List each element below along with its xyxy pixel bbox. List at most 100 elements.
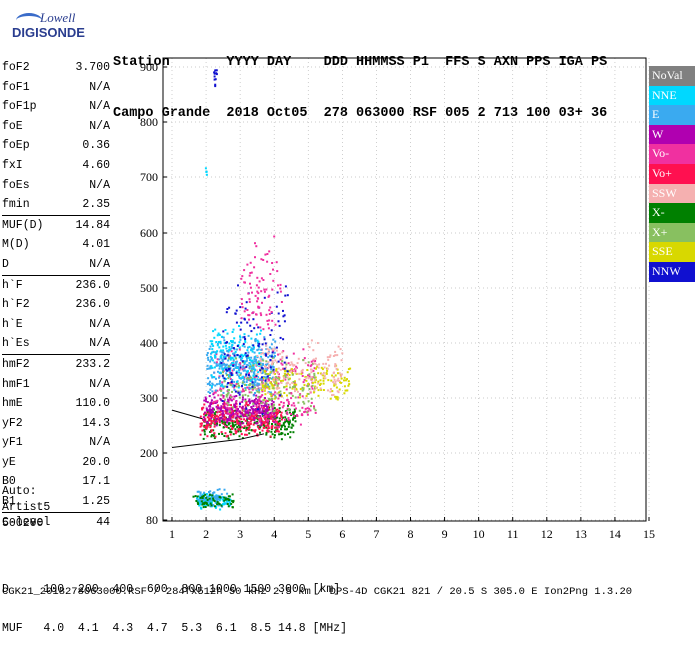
echo-point	[210, 430, 213, 433]
echo-point	[289, 436, 292, 439]
echo-point	[282, 315, 285, 318]
echo-point	[264, 408, 267, 411]
echo-point	[217, 502, 220, 505]
echo-point	[232, 424, 235, 427]
echo-point	[295, 365, 298, 368]
echo-point	[230, 419, 233, 422]
echo-point	[251, 399, 254, 402]
x-tick-label: 11	[507, 527, 519, 541]
echo-point	[232, 433, 235, 436]
echo-point	[236, 426, 239, 428]
echo-point	[195, 500, 198, 502]
echo-point	[203, 433, 206, 436]
echo-point	[245, 426, 248, 429]
echo-point	[209, 403, 212, 406]
echo-point	[220, 406, 223, 409]
echo-point	[210, 408, 212, 411]
echo-point	[209, 380, 211, 383]
echo-point	[255, 362, 258, 365]
x-tick-label: 10	[473, 527, 485, 541]
echo-point	[217, 370, 219, 373]
echo-point	[232, 368, 235, 371]
echo-point	[233, 395, 236, 398]
echo-point	[254, 360, 257, 363]
echo-point	[267, 419, 270, 422]
echo-point	[278, 391, 280, 394]
echo-point	[261, 401, 264, 404]
echo-point	[205, 496, 208, 499]
echo-point	[246, 357, 248, 360]
echo-point	[225, 363, 228, 366]
echo-point	[234, 402, 237, 405]
echo-point	[311, 387, 314, 390]
echo-point	[239, 412, 242, 415]
echo-point	[249, 400, 252, 403]
echo-point	[309, 405, 312, 408]
echo-point	[283, 361, 286, 364]
echo-point	[280, 381, 283, 384]
echo-point	[228, 412, 231, 415]
echo-point	[215, 389, 217, 392]
echo-point	[198, 499, 201, 502]
echo-point	[276, 427, 279, 430]
echo-point	[242, 343, 245, 346]
echo-point	[243, 425, 246, 428]
echo-point	[269, 393, 272, 395]
echo-point	[290, 404, 293, 407]
echo-point	[303, 378, 306, 381]
echo-point	[294, 370, 297, 373]
echo-point	[278, 387, 281, 390]
echo-point	[269, 334, 272, 336]
echo-point	[234, 390, 237, 393]
echo-point	[264, 420, 267, 423]
echo-point	[277, 382, 280, 385]
echo-point	[252, 374, 255, 377]
echo-point	[332, 376, 335, 379]
echo-point	[271, 399, 273, 402]
echo-point	[255, 394, 258, 397]
echo-point	[335, 367, 338, 370]
echo-point	[275, 429, 277, 432]
echo-point	[213, 71, 216, 74]
echo-point	[266, 400, 269, 402]
echo-point	[258, 420, 261, 423]
echo-point	[235, 321, 238, 324]
echo-point	[206, 421, 209, 424]
echo-point	[240, 353, 243, 356]
echo-point	[264, 372, 267, 375]
echo-point	[254, 369, 257, 372]
echo-point	[227, 391, 230, 394]
echo-point	[258, 352, 261, 355]
echo-point	[215, 361, 218, 364]
echo-point	[242, 388, 244, 391]
echo-point	[243, 381, 246, 384]
echo-point	[281, 363, 284, 366]
echo-point	[242, 379, 245, 382]
echo-point	[254, 294, 257, 297]
echo-point	[265, 377, 268, 380]
param-row: D N/A	[2, 255, 110, 275]
echo-point	[310, 339, 313, 342]
echo-point	[228, 498, 231, 501]
chart-lines	[171, 409, 265, 448]
echo-point	[203, 420, 206, 423]
echo-point	[344, 379, 347, 382]
echo-point	[287, 362, 290, 365]
echo-point	[274, 380, 277, 383]
echo-point	[258, 403, 261, 406]
echo-point	[239, 373, 242, 376]
echo-point	[287, 378, 290, 381]
echo-point	[199, 491, 202, 494]
echo-point	[266, 407, 269, 410]
echo-point	[230, 356, 233, 359]
echo-point	[205, 427, 208, 430]
echo-point	[281, 432, 284, 435]
echo-point	[209, 388, 212, 391]
echo-point	[266, 391, 269, 394]
echo-point	[277, 420, 280, 423]
echo-point	[223, 380, 226, 383]
echo-point	[336, 379, 339, 382]
auto-artist: Artist5	[2, 501, 51, 514]
echo-point	[205, 173, 208, 176]
echo-point	[329, 397, 332, 400]
